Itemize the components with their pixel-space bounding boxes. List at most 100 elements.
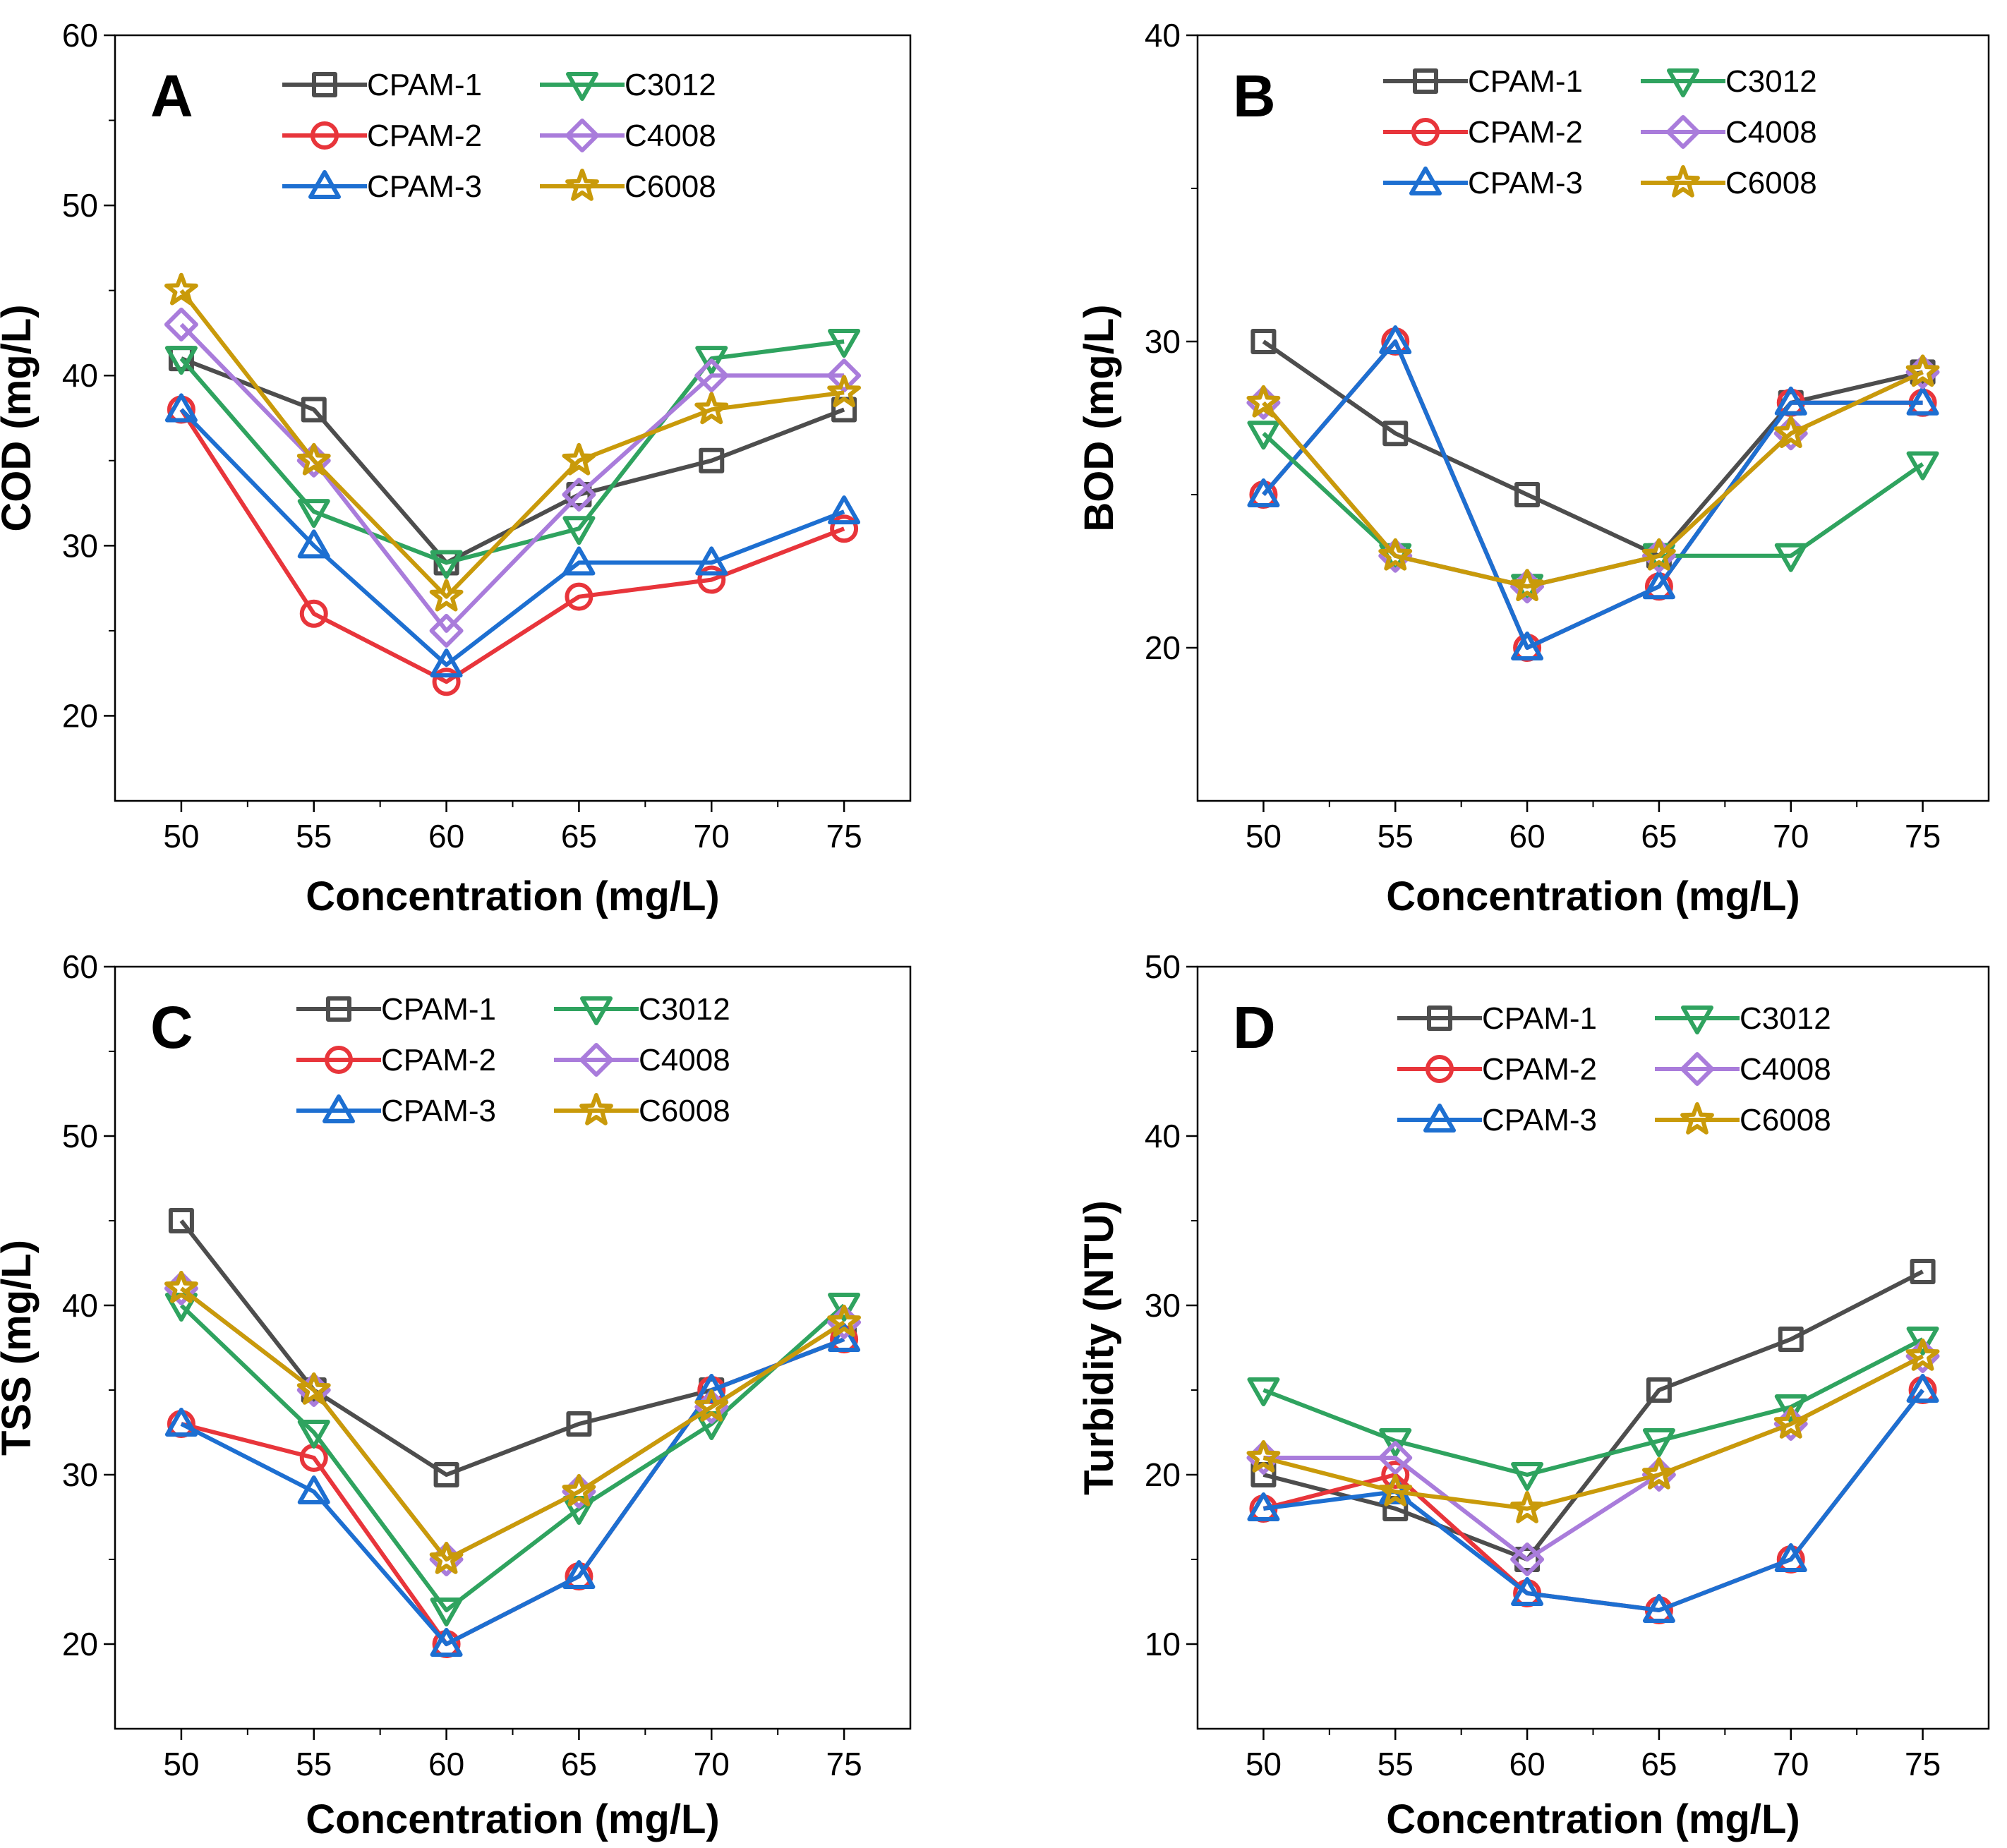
legend-marker — [326, 996, 351, 1022]
series-line — [1262, 1354, 1924, 1511]
data-point — [168, 1208, 194, 1233]
x-tick-label: 50 — [1246, 818, 1282, 854]
series-c3012 — [1247, 1327, 1939, 1491]
data-point — [430, 1628, 463, 1657]
data-point — [429, 1542, 464, 1574]
series-line — [179, 408, 845, 684]
data-point — [429, 613, 464, 648]
legend-item: C6008 — [554, 1093, 730, 1128]
data-point — [164, 1408, 198, 1437]
series-cpam-2 — [167, 1325, 859, 1658]
panel-c: 50 55 60 65 70 75 20 30 40 50 60 Concentration (mg/… — [0, 948, 912, 1842]
legend-label: C3012 — [625, 68, 716, 102]
x-tick-label: 70 — [1773, 1746, 1809, 1782]
series-line — [180, 356, 845, 565]
legend-label: C6008 — [639, 1094, 730, 1128]
data-point — [1510, 1491, 1544, 1523]
series-line — [179, 408, 845, 668]
x-tick-label: 65 — [561, 1746, 597, 1782]
data-point — [1379, 1428, 1412, 1457]
data-point — [1906, 1374, 1939, 1403]
data-point — [1642, 1457, 1676, 1490]
legend-marker — [565, 119, 599, 152]
data-point — [1511, 1462, 1544, 1491]
data-point — [1910, 1259, 1936, 1284]
data-point — [1642, 1594, 1675, 1623]
data-point — [1514, 482, 1541, 507]
data-point — [827, 1305, 861, 1337]
data-point — [433, 1462, 459, 1487]
series-line — [179, 1219, 845, 1477]
legend-item: CPAM-3 — [1397, 1103, 1597, 1137]
legend-marker — [1667, 68, 1699, 97]
data-point — [429, 579, 464, 612]
legend-label: CPAM-3 — [381, 1094, 496, 1128]
data-point — [562, 1560, 596, 1589]
panel-letter: B — [1233, 63, 1276, 129]
legend-item: C4008 — [554, 1043, 730, 1077]
data-point — [1773, 1406, 1808, 1439]
x-tick-label: 60 — [1509, 1746, 1545, 1782]
y-tick-label: 50 — [62, 187, 98, 224]
series-c6008 — [164, 1271, 861, 1574]
panel-letter: C — [150, 994, 193, 1061]
x-axis-title: Concentration (mg/L) — [306, 874, 719, 919]
data-point — [432, 668, 461, 696]
x-axis-title: Concentration (mg/L) — [1386, 1796, 1800, 1842]
series-line — [1262, 1337, 1924, 1477]
series-cpam-1 — [1250, 1259, 1936, 1572]
legend: CPAM-1 CPAM-2 CPAM-3 C3012 C4008 C6008 — [296, 992, 730, 1128]
data-point — [1774, 386, 1807, 416]
x-tick-label: 60 — [1509, 818, 1545, 854]
data-point — [297, 1420, 330, 1449]
plot-frame — [114, 965, 912, 1730]
y-tick-label: 10 — [1145, 1626, 1181, 1662]
legend-item: CPAM-1 — [1383, 64, 1583, 99]
legend-label: CPAM-3 — [1482, 1103, 1597, 1137]
legend-label: C6008 — [1725, 166, 1817, 200]
data-point — [297, 499, 330, 529]
y-tick-label: 30 — [1145, 323, 1181, 360]
data-point — [1247, 1377, 1280, 1406]
x-tick-label: 50 — [163, 818, 199, 854]
data-point — [699, 447, 725, 473]
data-point — [1250, 329, 1277, 354]
data-point — [299, 599, 328, 628]
legend-label: C3012 — [1725, 64, 1817, 99]
x-tick-label: 55 — [1378, 818, 1414, 854]
y-tick-label: 40 — [62, 357, 98, 394]
legend-label: CPAM-2 — [1482, 1052, 1597, 1087]
legend-label: C4008 — [1740, 1052, 1831, 1087]
x-tick-label: 55 — [296, 818, 332, 854]
legend-label: CPAM-2 — [381, 1043, 496, 1077]
legend-marker — [1413, 68, 1438, 94]
data-point — [1247, 1492, 1280, 1521]
data-point — [1381, 1461, 1410, 1489]
data-point — [1906, 451, 1939, 481]
series-c6008 — [1246, 354, 1940, 601]
series-line — [180, 1286, 845, 1562]
data-point — [1778, 1327, 1804, 1352]
series-cpam-3 — [164, 1323, 861, 1657]
data-point — [1906, 1327, 1939, 1355]
series-cpam-3 — [1247, 1374, 1939, 1623]
series-cpam-3 — [164, 393, 861, 678]
legend: CPAM-1 CPAM-2 CPAM-3 C3012 C4008 C6008 — [1397, 1001, 1831, 1137]
x-tick-label: 65 — [1641, 818, 1677, 854]
data-point — [1774, 1394, 1807, 1423]
data-point — [566, 482, 592, 507]
y-tick-label: 30 — [62, 1456, 98, 1493]
legend-item: C4008 — [1641, 115, 1817, 150]
data-point — [1378, 1441, 1413, 1475]
panel-letter: D — [1233, 994, 1276, 1061]
legend-marker — [566, 72, 598, 101]
y-tick-label: 50 — [1145, 948, 1181, 985]
data-point — [164, 393, 198, 423]
data-point — [1773, 416, 1808, 448]
x-tick-label: 60 — [428, 818, 464, 854]
data-point — [296, 442, 331, 476]
data-point — [301, 397, 327, 423]
legend-label: C6008 — [625, 169, 716, 204]
series-c6008 — [164, 272, 861, 612]
data-point — [1378, 1474, 1413, 1506]
